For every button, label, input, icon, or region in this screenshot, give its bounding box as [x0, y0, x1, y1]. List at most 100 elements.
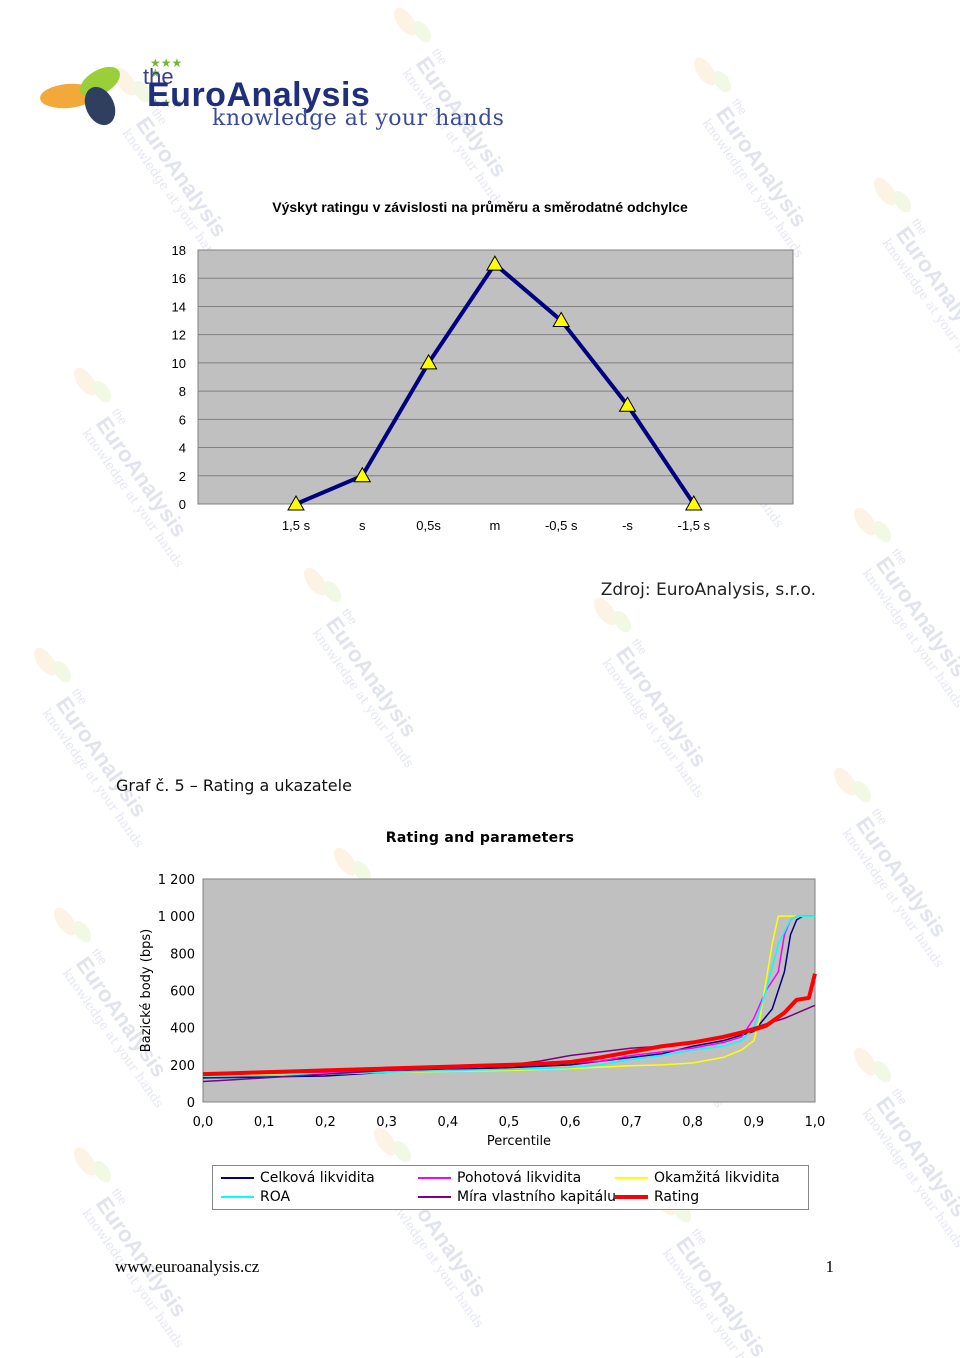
watermark-text: knowledge at your hands: [859, 566, 960, 711]
euroanalysis-logo: [38, 58, 518, 138]
watermark-text: the: [629, 636, 650, 658]
chart2-y-tick: 200: [170, 1059, 195, 1074]
legend-label: Celková likvidita: [260, 1170, 375, 1186]
source-note: Zdroj: EuroAnalysis, s.r.o.: [600, 580, 816, 600]
chart1-y-tick: 10: [172, 356, 186, 371]
chart2-y-tick: 800: [170, 947, 195, 962]
chart1-x-tick: 0,5s: [416, 518, 441, 533]
chart1-y-tick: 12: [172, 328, 186, 343]
watermark-leaf-icon: [73, 1147, 97, 1176]
watermark-text: knowledge at your hands: [659, 1246, 767, 1358]
watermark-text: the: [89, 946, 110, 968]
watermark-text: the: [109, 406, 130, 428]
chart1-y-tick: 4: [179, 441, 186, 456]
chart2-y-axis-label: Bazické body (bps): [139, 929, 154, 1052]
legend-label: Míra vlastního kapitálu: [457, 1189, 616, 1205]
watermark-leaf-icon: [873, 1061, 892, 1083]
chart1-y-tick: 0: [179, 497, 186, 512]
leaf-logo-icon: [40, 66, 120, 126]
watermark-leaf-icon: [873, 521, 892, 543]
legend-item-pohotova: Pohotová likvidita: [418, 1170, 581, 1186]
chart2-x-tick: 0,2: [315, 1115, 336, 1130]
chart2-y-tick: 400: [170, 1022, 195, 1037]
watermark-text: the: [889, 546, 910, 568]
logo-the: the: [143, 64, 174, 89]
watermark-leaf-icon: [853, 507, 877, 536]
watermark-text: knowledge at your hands: [79, 1206, 187, 1351]
watermark-leaf-icon: [53, 907, 77, 936]
watermark-text: knowledge at your hands: [599, 656, 707, 801]
watermark-leaf-icon: [303, 567, 327, 596]
watermark-leaf-icon: [713, 71, 732, 93]
chart2-x-tick: 0,4: [437, 1115, 458, 1130]
chart2-y-tick: 0: [187, 1096, 195, 1111]
chart2-x-tick: 0,7: [621, 1115, 642, 1130]
watermark-leaf-icon: [853, 1047, 877, 1076]
chart2-y-tick: 1 200: [158, 873, 195, 888]
chart1-point-marker: [353, 466, 372, 483]
chart1-plot-area: [197, 249, 794, 505]
chart1-x-tick: -s: [622, 518, 633, 533]
legend-swatch: [221, 1177, 254, 1179]
chart2-y-tick: 1 000: [158, 910, 195, 925]
chart1-x-tick: -1,5 s: [678, 518, 711, 533]
legend-item-okamzita: Okamžitá likvidita: [615, 1170, 780, 1186]
chart2-x-tick: 0,5: [499, 1115, 520, 1130]
chart2-title: Rating and parameters: [385, 830, 575, 846]
chart1-point-marker: [287, 494, 305, 511]
chart1-y-tick: 6: [179, 412, 186, 427]
chart1-point-marker: [486, 255, 504, 271]
chart2-x-tick: 1,0: [805, 1115, 826, 1130]
chart2-x-tick: 0,8: [682, 1115, 703, 1130]
watermark-text: EuroAnalysis: [891, 222, 960, 352]
legend-swatch: [221, 1196, 254, 1198]
chart1-point-marker: [684, 494, 703, 511]
legend-swatch: [418, 1196, 451, 1198]
legend-label: Rating: [654, 1189, 700, 1205]
chart1-x-tick: s: [359, 518, 366, 533]
watermark-leaf-icon: [393, 7, 417, 36]
watermark-text: EuroAnalysis: [871, 1092, 960, 1222]
chart1-y-tick: 16: [172, 271, 186, 286]
watermark-text: EuroAnalysis: [671, 1232, 772, 1358]
chart2-plot-area: [202, 878, 816, 1103]
watermark-text: the: [69, 686, 90, 708]
legend-swatch: [615, 1195, 648, 1199]
legend-label: Pohotová likvidita: [457, 1170, 582, 1186]
watermark-leaf-icon: [93, 381, 112, 403]
legend-item-celkova: Celková likvidita: [221, 1170, 375, 1186]
watermark-text: the: [909, 216, 930, 238]
logo-name: EuroAnalysis: [147, 76, 371, 114]
watermark-text: the: [689, 1226, 710, 1248]
chart2-series-rating: [202, 973, 817, 1077]
watermark-text: knowledge at your hands: [309, 626, 417, 771]
logo-tagline: knowledge at your hands: [212, 106, 505, 131]
chart1-x-tick: m: [489, 518, 500, 533]
watermark-leaf-icon: [853, 781, 872, 803]
chart2-x-tick: 0,6: [560, 1115, 581, 1130]
chart1-y-tick: 18: [172, 243, 186, 258]
chart1-title: Výskyt ratingu v závislosti na průměru a…: [272, 199, 688, 215]
chart2-series-roa: [202, 915, 815, 1077]
legend-item-mira: Míra vlastního kapitálu: [418, 1189, 616, 1205]
watermark-text: the: [889, 1086, 910, 1108]
chart1-x-tick: 1,5 s: [282, 518, 311, 533]
watermark-text: the: [109, 1186, 130, 1208]
chart2-x-tick: 0,9: [743, 1115, 764, 1130]
watermark-text: EuroAnalysis: [611, 642, 712, 772]
watermark-leaf-icon: [413, 21, 432, 43]
legend-item-roa: ROA: [221, 1189, 290, 1205]
footer-url[interactable]: www.euroanalysis.cz: [115, 1257, 260, 1276]
chart1-y-tick: 8: [179, 384, 186, 399]
rating-parameters-chart: 0 200 400 600 800 1 000 1 200 0,0 0,1 0,2 0,3 0,4 0,…: [139, 873, 826, 1149]
watermark-leaf-icon: [53, 661, 72, 683]
watermark-text: knowledge at your hands: [859, 1106, 960, 1251]
watermark-leaf-icon: [33, 647, 57, 676]
chart1-y-tick: 2: [179, 469, 186, 484]
legend-item-rating: Rating: [615, 1189, 699, 1205]
legend-label: Okamžitá likvidita: [654, 1170, 780, 1186]
watermark-text: the: [729, 96, 750, 118]
watermark-leaf-icon: [833, 767, 857, 796]
